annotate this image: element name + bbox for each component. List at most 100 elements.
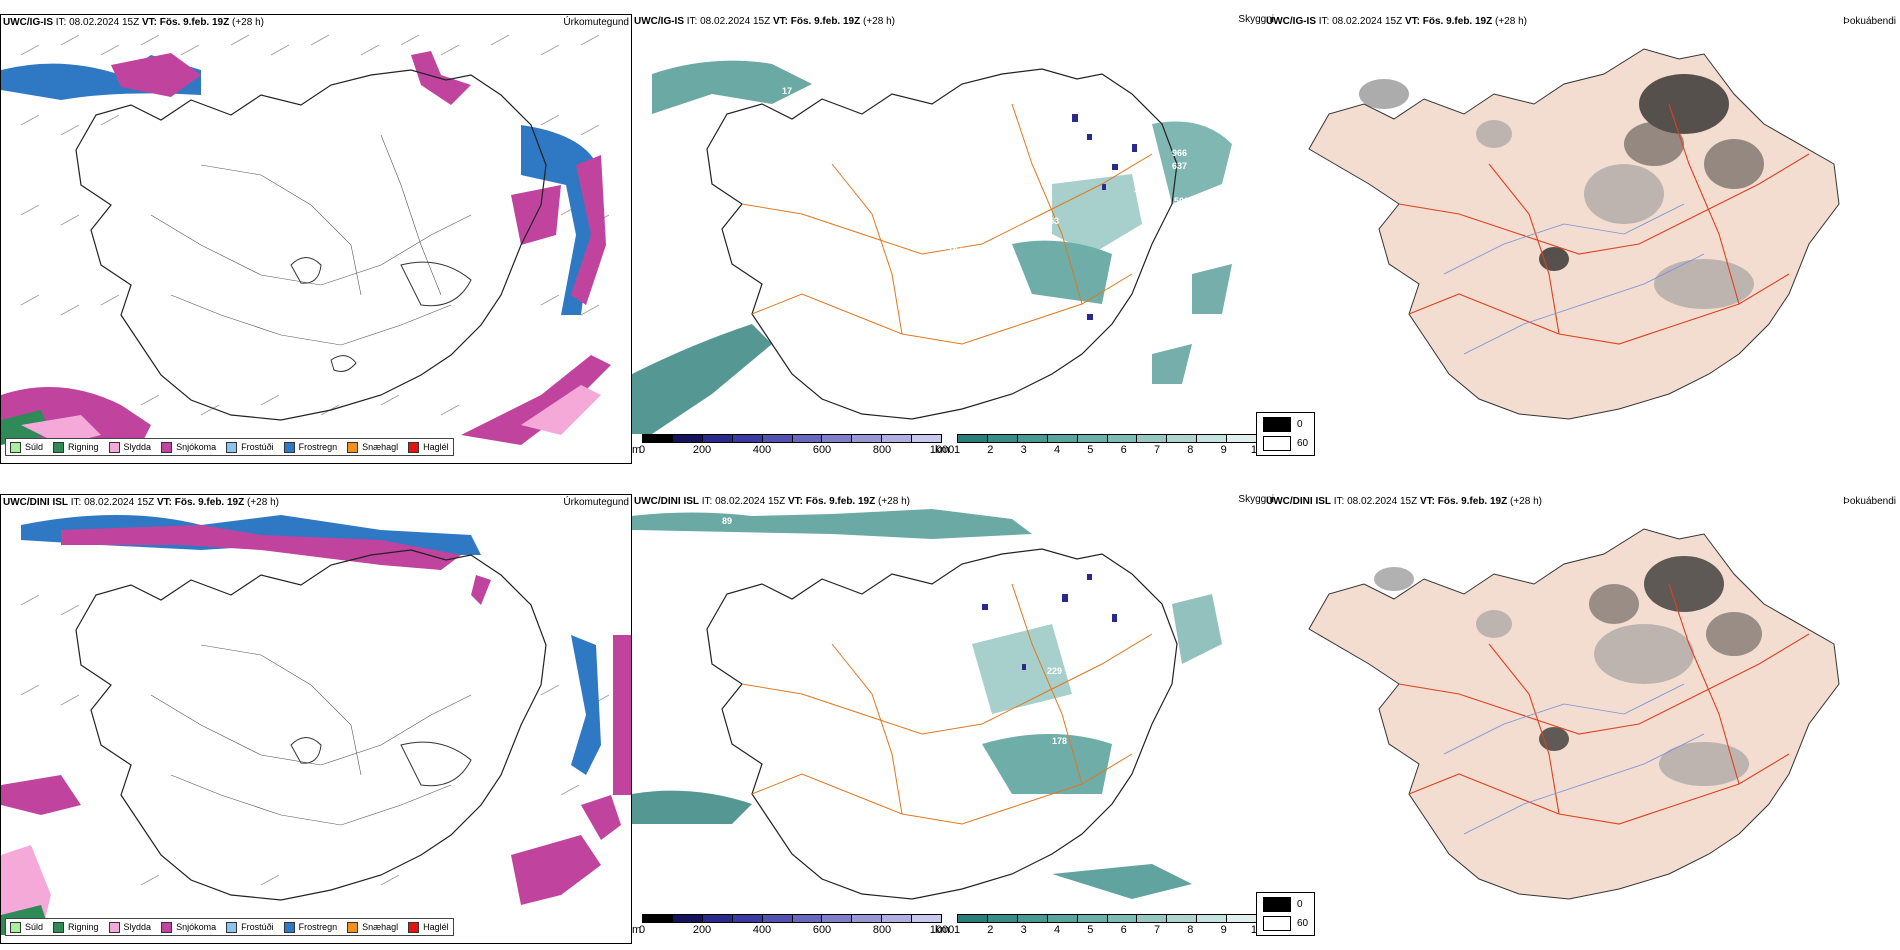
colorbar-bin <box>958 435 988 442</box>
colorbar-bin <box>732 915 763 922</box>
colorbar-tick-label: 7 <box>1153 444 1161 456</box>
fog-legend-row: 60 <box>1263 436 1308 451</box>
colorbar-bin <box>912 435 942 442</box>
vt-value: Fös. 9.feb. 19Z <box>805 496 876 507</box>
colorbar-strip <box>957 914 1257 923</box>
colorbar-tick-label: 400 <box>752 924 772 936</box>
legend-item: Snæhagl <box>347 921 398 933</box>
cloudbase-colorbar: 0 200 400 600 800 1000 m <box>632 914 954 937</box>
colorbar-tick-label: 1000 <box>929 924 955 936</box>
visibility-map: 664 89 291 305 209 189 229 369 178 <box>632 506 1222 900</box>
it-value: 08.02.2024 15Z <box>1332 16 1403 27</box>
colorbar-bin <box>1077 915 1108 922</box>
vt-value: Fös. 9.feb. 19Z <box>159 17 230 28</box>
colorbar-bin <box>822 915 853 922</box>
lead-time: (+28 h) <box>1495 16 1527 27</box>
header-line: UWC/IG-IS IT: 08.02.2024 15Z VT: Fös. 9.… <box>3 17 264 28</box>
header-line: UWC/IG-IS IT: 08.02.2024 15Z VT: Fös. 9.… <box>1266 16 1527 27</box>
colorbar-ticks: 12345678910 <box>953 443 1263 457</box>
fog-legend-swatch <box>1263 417 1291 432</box>
colorbar-bin <box>987 915 1018 922</box>
colorbar-bin <box>672 435 703 442</box>
lead-time: (+28 h) <box>247 497 279 508</box>
precip-type-map <box>1 34 611 445</box>
colorbar-bin <box>762 915 793 922</box>
legend-swatch <box>10 921 21 933</box>
legend-item: Frostúði <box>226 441 274 453</box>
it-label: IT: <box>1333 496 1345 507</box>
colorbar-strip <box>642 914 942 923</box>
colorbar-ticks: 0 200 400 600 800 1000 <box>639 923 954 937</box>
colorbar-bin <box>1107 915 1138 922</box>
map-value-label: 214 <box>1064 124 1079 134</box>
legend-swatch <box>161 441 173 453</box>
colorbar-bin <box>987 435 1018 442</box>
colorbar-tick-label: 4 <box>1053 924 1061 936</box>
colorbar-bin <box>1017 915 1048 922</box>
legend-item: Frostúði <box>226 921 274 933</box>
legend-item: Frostregn <box>283 441 337 453</box>
legend-label: Snjókoma <box>176 442 217 452</box>
colorbar-bin <box>792 915 823 922</box>
legend-swatch <box>53 441 65 453</box>
colorbar-tick-label: 3 <box>1020 924 1027 936</box>
it-value: 08.02.2024 15Z <box>1347 496 1418 507</box>
legend-swatch <box>226 441 238 453</box>
legend-swatch <box>108 921 120 933</box>
colorbar-tick-label: 7 <box>1153 924 1161 936</box>
legend-item: Súld <box>10 921 43 933</box>
model-name: UWC/DINI ISL <box>634 496 699 507</box>
legend-label: Haglél <box>423 442 449 452</box>
legend-swatch <box>53 921 65 933</box>
colorbar-bin <box>1197 915 1228 922</box>
colorbar-bin <box>672 915 703 922</box>
precip-panel-title: Úrkomutegund <box>563 17 629 28</box>
colorbar-tick-label: 5 <box>1087 924 1094 936</box>
vt-value: Fös. 9.feb. 19Z <box>1437 496 1508 507</box>
map-value-label: 229 <box>1047 666 1062 676</box>
fog-index-panel: UWC/DINI ISL IT: 08.02.2024 15Z VT: Fös.… <box>1256 494 1900 942</box>
precip-type-map <box>1 515 631 935</box>
vt-label: VT: <box>1419 496 1435 507</box>
map-value-label: 184 <box>948 246 963 256</box>
visibility-colorbar: 12345678910km <box>935 914 1263 937</box>
legend-label: Rigning <box>68 922 99 932</box>
map-value-label: 17 <box>782 86 792 96</box>
vt-value: Fös. 9.feb. 19Z <box>1422 16 1493 27</box>
model-name: UWC/DINI ISL <box>1266 496 1331 507</box>
colorbar-tick-label: 1 <box>953 444 961 456</box>
fog-legend-label: 60 <box>1297 438 1309 449</box>
legend-swatch <box>108 441 120 453</box>
map-value-label: 89 <box>722 516 732 526</box>
fog-legend-row: 60 <box>1263 916 1308 931</box>
map-value-label: 502 <box>1174 196 1189 206</box>
colorbar-unit: m <box>632 444 642 456</box>
colorbar-bin <box>852 915 883 922</box>
colorbar-tick-label: 8 <box>1187 924 1194 936</box>
colorbar-bin <box>732 435 763 442</box>
colorbar-unit: km <box>935 924 950 936</box>
colorbar-bin <box>958 915 988 922</box>
vt-label: VT: <box>787 496 803 507</box>
vt-label: VT: <box>1404 16 1420 27</box>
colorbar-tick-label: 1000 <box>929 444 955 456</box>
legend-label: Rigning <box>68 442 99 452</box>
header-line: UWC/DINI ISL IT: 08.02.2024 15Z VT: Fös.… <box>3 497 279 508</box>
header-line: UWC/DINI ISL IT: 08.02.2024 15Z VT: Fös.… <box>634 496 910 507</box>
legend-item: Snjókoma <box>161 441 217 453</box>
map-value-label: 637 <box>1172 161 1187 171</box>
colorbar-bin <box>1107 435 1138 442</box>
map-value-label: 305 <box>1137 596 1152 606</box>
vt-label: VT: <box>141 17 157 28</box>
model-name: UWC/IG-IS <box>634 16 684 27</box>
colorbar-bin <box>1197 435 1228 442</box>
model-name: UWC/DINI ISL <box>3 497 68 508</box>
visibility-panel-title: Skyggni <box>1238 494 1274 505</box>
colorbar-tick-label: 600 <box>812 444 832 456</box>
visibility-panel: 664 89 291 305 209 189 229 369 178 UWC/D… <box>632 494 1274 942</box>
colorbar-tick-label: 800 <box>872 444 892 456</box>
legend-swatch <box>10 441 21 453</box>
map-value-label: 253 <box>1044 216 1059 226</box>
colorbar-tick-label: 5 <box>1087 444 1094 456</box>
legend-label: Snjókoma <box>176 922 217 932</box>
